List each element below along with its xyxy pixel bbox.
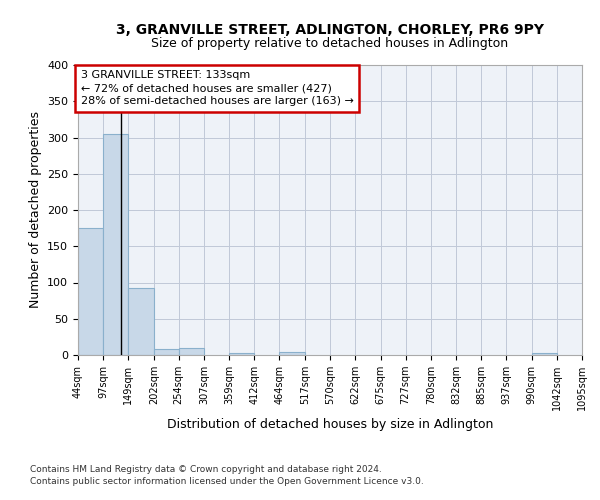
Text: Contains HM Land Registry data © Crown copyright and database right 2024.: Contains HM Land Registry data © Crown c… <box>30 466 382 474</box>
Text: Size of property relative to detached houses in Adlington: Size of property relative to detached ho… <box>151 38 509 51</box>
Text: 3, GRANVILLE STREET, ADLINGTON, CHORLEY, PR6 9PY: 3, GRANVILLE STREET, ADLINGTON, CHORLEY,… <box>116 22 544 36</box>
Bar <box>179 348 204 355</box>
Bar <box>532 353 557 355</box>
X-axis label: Distribution of detached houses by size in Adlington: Distribution of detached houses by size … <box>167 418 493 432</box>
Bar <box>280 352 305 355</box>
Bar <box>78 228 103 355</box>
Text: Contains public sector information licensed under the Open Government Licence v3: Contains public sector information licen… <box>30 477 424 486</box>
Bar <box>103 134 128 355</box>
Bar <box>128 288 154 355</box>
Bar <box>154 349 179 355</box>
Bar <box>229 353 254 355</box>
Y-axis label: Number of detached properties: Number of detached properties <box>29 112 41 308</box>
Text: 3 GRANVILLE STREET: 133sqm
← 72% of detached houses are smaller (427)
28% of sem: 3 GRANVILLE STREET: 133sqm ← 72% of deta… <box>81 70 354 106</box>
